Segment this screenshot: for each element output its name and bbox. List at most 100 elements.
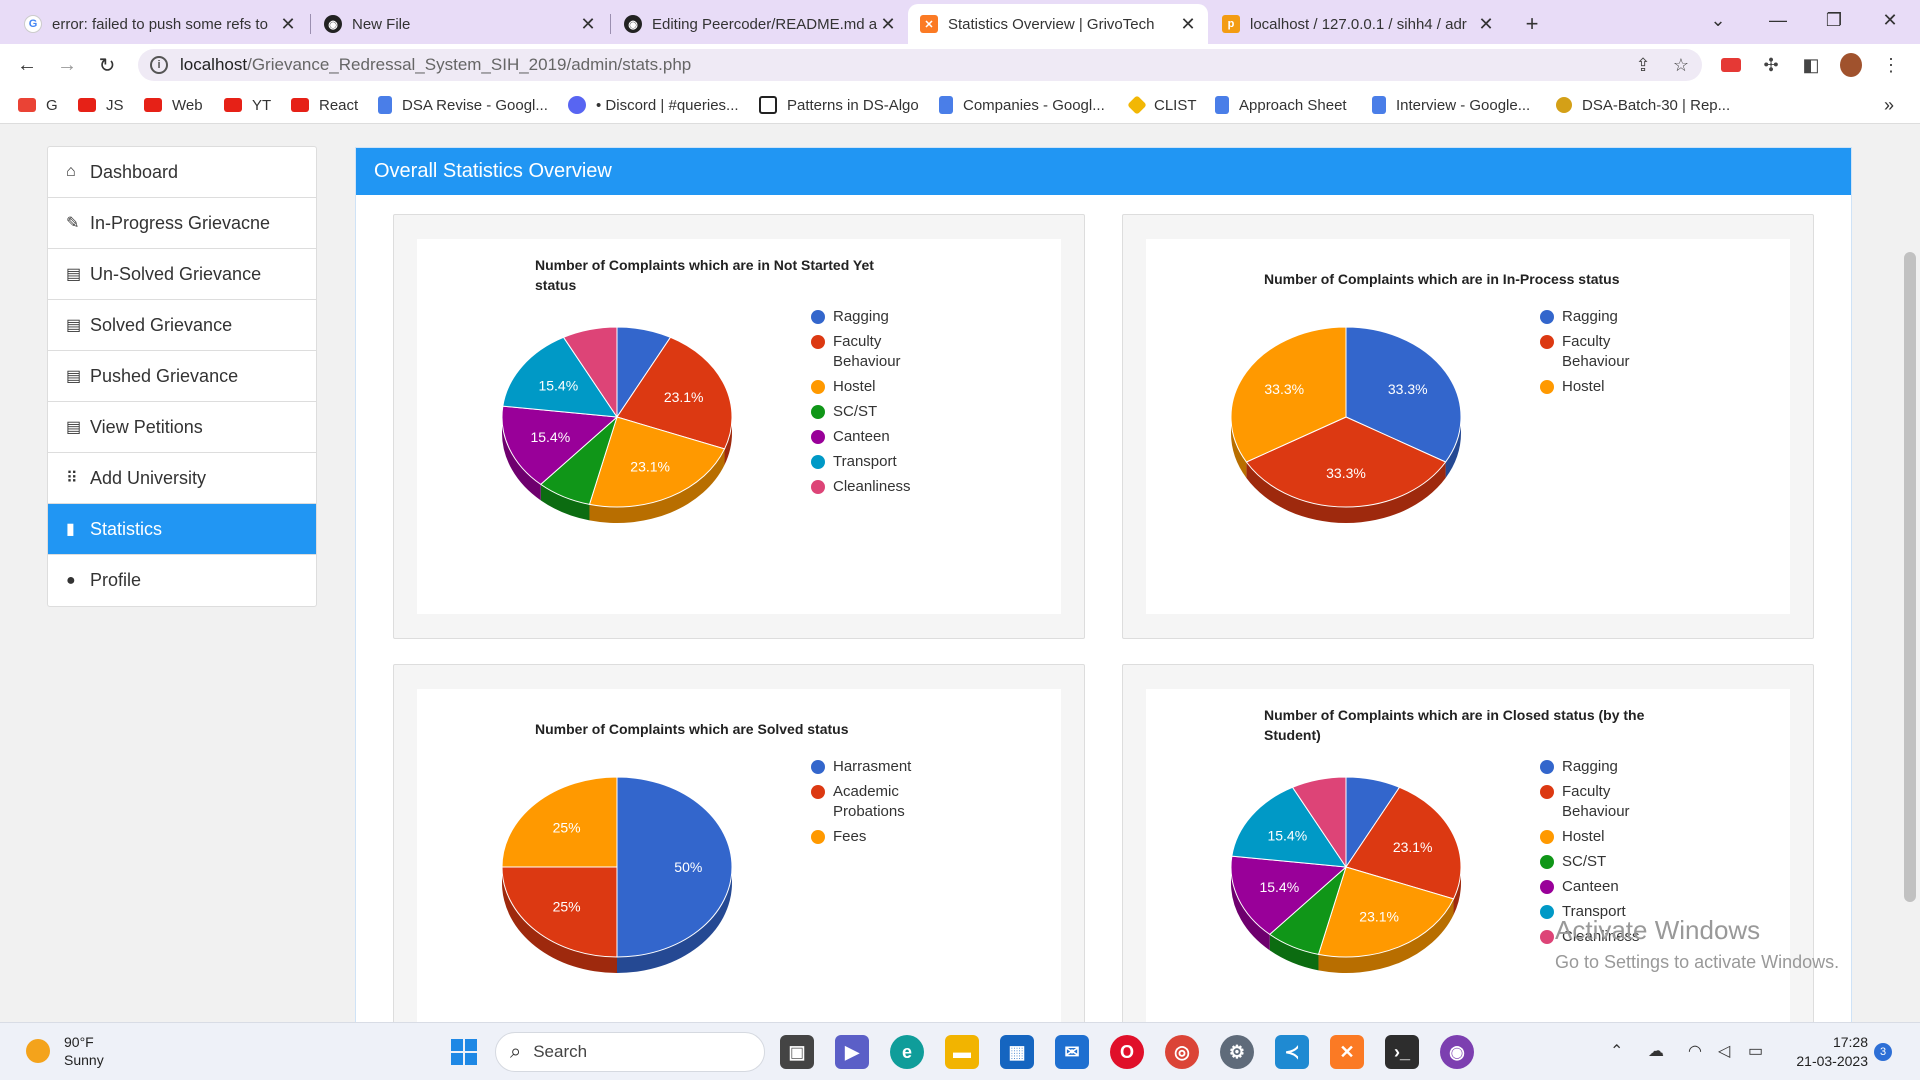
sidebar-item-in-progress[interactable]: ✎ In-Progress Grievacne — [48, 198, 316, 249]
bookmark-approach-sheet[interactable]: Approach Sheet — [1215, 95, 1347, 115]
legend-item[interactable]: SC/ST — [1540, 852, 1670, 872]
onedrive-icon[interactable]: ☁ — [1648, 1043, 1664, 1060]
bookmark-js[interactable]: JS — [78, 95, 124, 115]
sidebar-item-statistics[interactable]: ▮ Statistics — [48, 504, 316, 555]
meet-icon[interactable]: ▶ — [835, 1035, 869, 1069]
legend-item[interactable]: Academic Probations — [811, 782, 941, 822]
legend-item[interactable]: Hostel — [811, 377, 941, 397]
legend-item[interactable]: Canteen — [811, 427, 941, 447]
legend-item[interactable]: Cleanliness — [1540, 927, 1670, 947]
sidebar-item-pushed[interactable]: ▤ Pushed Grievance — [48, 351, 316, 402]
legend-item[interactable]: Transport — [1540, 902, 1670, 922]
github-desktop-icon[interactable]: ◉ — [1440, 1035, 1474, 1069]
side-panel-icon[interactable]: ◧ — [1802, 54, 1820, 75]
xampp-icon[interactable]: ✕ — [1330, 1035, 1364, 1069]
pie-slice[interactable] — [501, 405, 619, 486]
legend-item[interactable]: Hostel — [1540, 827, 1670, 847]
pie-slice[interactable] — [1230, 326, 1347, 463]
share-icon[interactable]: ⇪ — [1635, 54, 1651, 75]
bookmark-patterns[interactable]: Patterns in DS-Algo — [759, 95, 919, 115]
opera-icon[interactable]: O — [1110, 1035, 1144, 1069]
legend-item[interactable]: Faculty Behaviour — [1540, 782, 1670, 822]
bookmark-interview[interactable]: Interview - Google... — [1372, 95, 1530, 115]
more-bookmarks-button[interactable]: » — [1884, 94, 1895, 115]
start-icon[interactable] — [447, 1035, 481, 1069]
edge-icon[interactable]: e — [890, 1035, 924, 1069]
task-view-icon[interactable]: ▣ — [780, 1035, 814, 1069]
bookmark-react[interactable]: React — [291, 95, 358, 115]
legend-item[interactable]: Faculty Behaviour — [811, 332, 941, 372]
pie-slice[interactable] — [1230, 855, 1348, 936]
legend-item[interactable]: Cleanliness — [811, 477, 941, 497]
bookmark-yt[interactable]: YT — [224, 95, 271, 115]
legend-item[interactable]: Harrasment — [811, 757, 941, 777]
address-bar[interactable]: i localhost/Grievance_Redressal_System_S… — [138, 49, 1702, 81]
close-tab-icon[interactable]: ✕ — [1478, 13, 1494, 34]
chrome-icon[interactable]: ◎ — [1165, 1035, 1199, 1069]
bookmark-companies[interactable]: Companies - Googl... — [939, 95, 1105, 115]
site-info-icon[interactable]: i — [150, 56, 168, 74]
legend-item[interactable]: Transport — [811, 452, 941, 472]
close-window-icon[interactable]: ✕ — [1882, 9, 1898, 30]
pie-slice[interactable] — [1317, 866, 1455, 958]
legend-item[interactable]: Fees — [811, 827, 941, 847]
tab-search-icon[interactable]: ⌄ — [1710, 9, 1726, 30]
new-tab-button[interactable]: + — [1525, 11, 1539, 36]
tab-statistics-overview[interactable]: ✕ Statistics Overview | GrivoTech ✕ — [908, 4, 1208, 44]
back-icon[interactable]: ← — [17, 53, 37, 76]
forward-icon[interactable]: → — [57, 53, 77, 76]
page-scrollbar[interactable] — [1900, 124, 1920, 1022]
taskbar-search[interactable]: ⌕ Search — [495, 1032, 765, 1072]
pie-slice[interactable] — [616, 336, 733, 450]
extensions-puzzle-icon[interactable]: ✣ — [1763, 54, 1779, 75]
store-icon[interactable]: ▦ — [1000, 1035, 1034, 1069]
taskbar-clock[interactable]: 17:28 21-03-2023 — [1784, 1033, 1868, 1071]
pie-slice[interactable] — [616, 776, 733, 958]
sidebar-item-petitions[interactable]: ▤ View Petitions — [48, 402, 316, 453]
sidebar-item-profile[interactable]: ● Profile — [48, 555, 316, 606]
pie-slice[interactable] — [1291, 776, 1347, 869]
vscode-icon[interactable]: ≺ — [1275, 1035, 1309, 1069]
legend-item[interactable]: Ragging — [1540, 757, 1670, 777]
legend-item[interactable]: Hostel — [1540, 377, 1670, 397]
pie-slice[interactable] — [1345, 326, 1462, 463]
pie-slice[interactable] — [501, 776, 618, 868]
legend-item[interactable]: SC/ST — [811, 402, 941, 422]
close-tab-icon[interactable]: ✕ — [880, 13, 896, 34]
file-explorer-icon[interactable]: ▬ — [945, 1035, 979, 1069]
tab-phpmyadmin[interactable]: p localhost / 127.0.0.1 / sihh4 / adr ✕ — [1210, 4, 1506, 44]
legend-item[interactable]: Canteen — [1540, 877, 1670, 897]
close-tab-icon[interactable]: ✕ — [280, 13, 296, 34]
close-tab-icon[interactable]: ✕ — [1180, 13, 1196, 34]
extension-badge-icon[interactable] — [1720, 54, 1742, 76]
bookmark-discord[interactable]: • Discord | #queries... — [568, 95, 739, 115]
bookmark-gmail[interactable]: G — [18, 95, 58, 115]
legend-item[interactable]: Faculty Behaviour — [1540, 332, 1670, 372]
tab-new-file[interactable]: ◉ New File ✕ — [312, 4, 608, 44]
sidebar-item-unsolved[interactable]: ▤ Un-Solved Grievance — [48, 249, 316, 300]
pie-slice[interactable] — [501, 866, 618, 958]
bookmark-clist[interactable]: CLIST — [1127, 95, 1197, 115]
tray-overflow-icon[interactable]: ⌃ — [1610, 1043, 1624, 1060]
legend-item[interactable]: Ragging — [811, 307, 941, 327]
pie-slice[interactable] — [562, 326, 618, 419]
bookmark-dsa-batch[interactable]: DSA-Batch-30 | Rep... — [1556, 95, 1730, 115]
bookmark-web[interactable]: Web — [144, 95, 203, 115]
battery-icon[interactable]: ▭ — [1748, 1043, 1764, 1060]
reload-icon[interactable]: ↻ — [98, 54, 116, 77]
legend-item[interactable]: Ragging — [1540, 307, 1670, 327]
tab-google-search[interactable]: G error: failed to push some refs to ✕ — [12, 4, 308, 44]
minimize-icon[interactable]: — — [1769, 9, 1787, 30]
tab-editing-readme[interactable]: ◉ Editing Peercoder/README.md a ✕ — [612, 4, 908, 44]
wifi-icon[interactable]: ◠ — [1688, 1043, 1702, 1060]
pie-slice[interactable] — [502, 336, 619, 418]
restore-icon[interactable]: ❐ — [1825, 9, 1843, 30]
settings-icon[interactable]: ⚙ — [1220, 1035, 1254, 1069]
volume-icon[interactable]: ◁ — [1718, 1043, 1731, 1060]
pie-slice[interactable] — [588, 416, 726, 508]
pie-slice[interactable] — [1231, 786, 1348, 868]
pie-slice[interactable] — [1245, 416, 1447, 508]
sidebar-item-dashboard[interactable]: ⌂ Dashboard — [48, 147, 316, 198]
terminal-icon[interactable]: ›_ — [1385, 1035, 1419, 1069]
profile-avatar-icon[interactable] — [1840, 53, 1862, 77]
